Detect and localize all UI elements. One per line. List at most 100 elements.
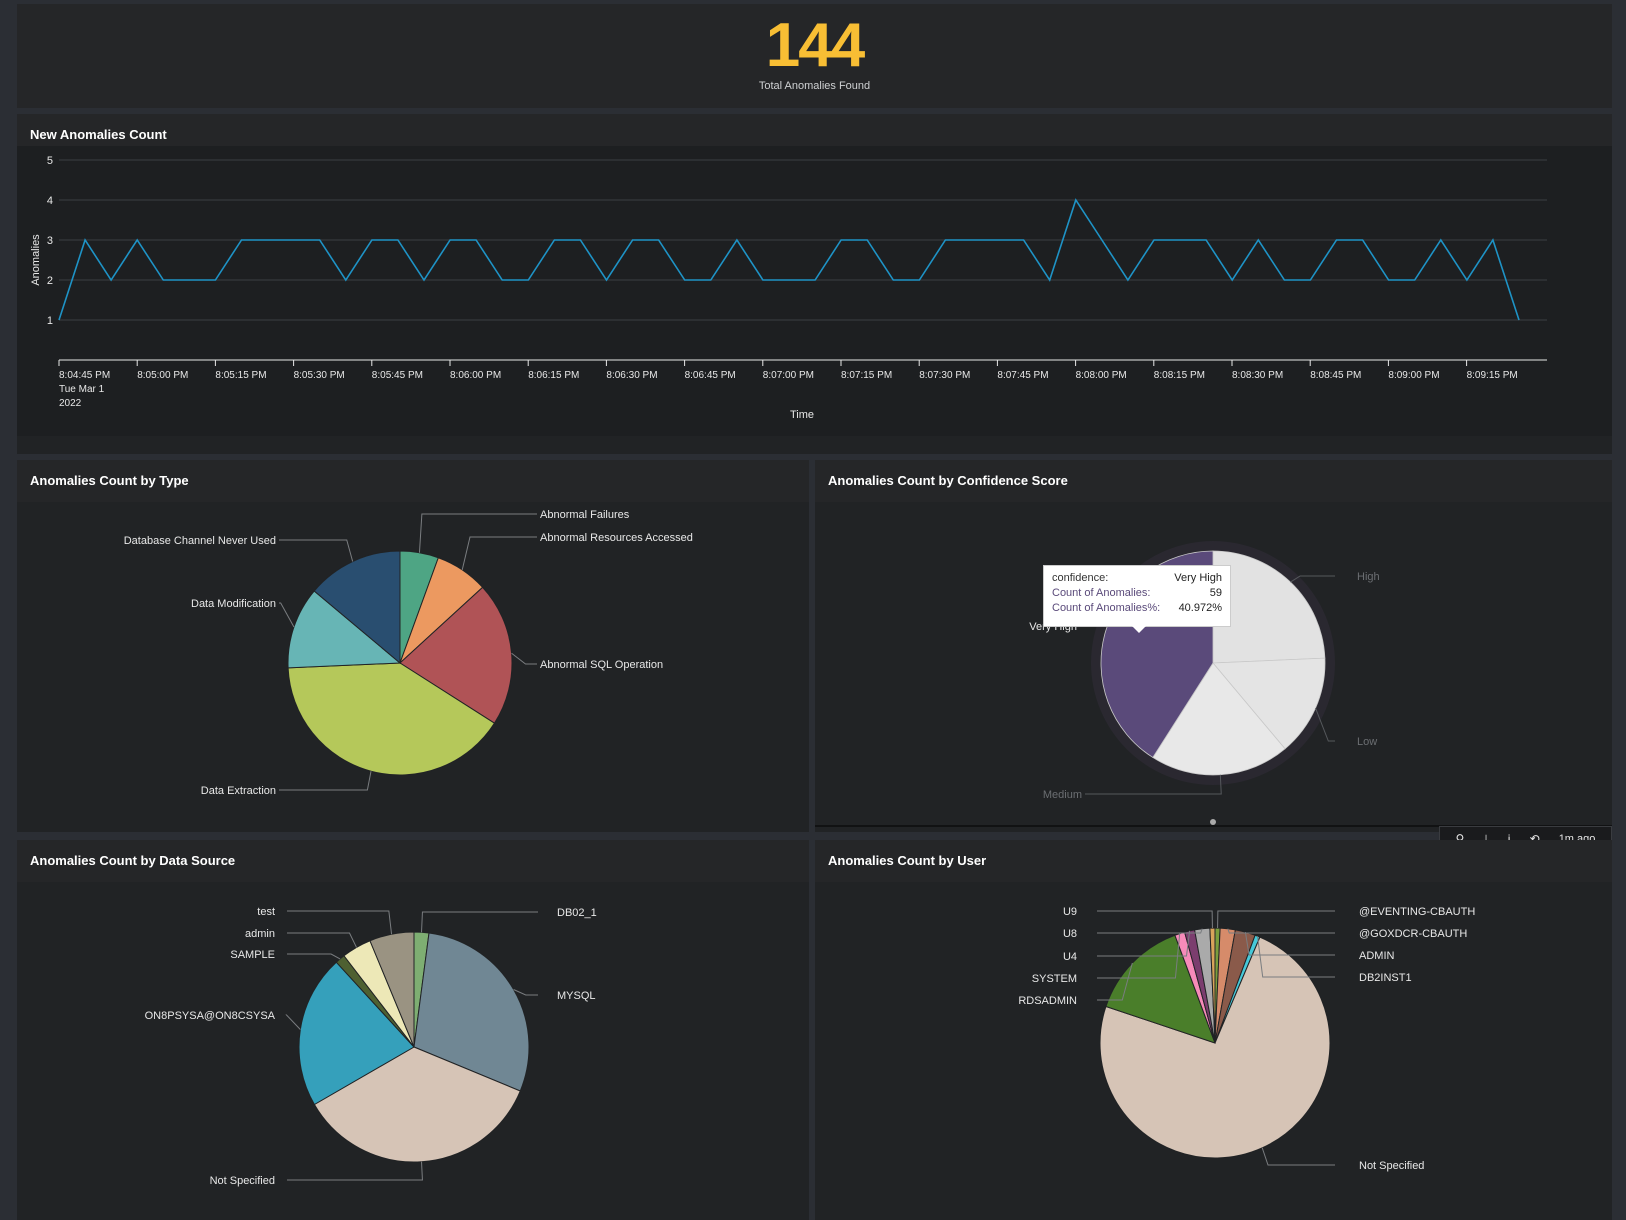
pie-label-admin: admin [245, 928, 275, 940]
pie-leader-goxdcr-cbauth [1227, 928, 1335, 934]
pie-slice-not-specified [313, 1046, 521, 1163]
x-tick-label-11: 8:07:30 PM [919, 370, 970, 381]
anomalies-by-data-source-title: Anomalies Count by Data Source [17, 840, 809, 882]
anomalies-by-confidence-pie: High Low Medium Very High [815, 541, 1612, 827]
pie-label-db02-1: DB02_1 [557, 907, 597, 919]
pie-label-abnormal-resources-accessed: Abnormal Resources Accessed [540, 532, 693, 544]
pie-slice-abnormal-sql-operation [399, 586, 513, 724]
pie-slice-high [1212, 550, 1326, 664]
pie-slice-medium [1152, 662, 1286, 776]
chart-tooltip: confidence: Very High Count of Anomalies:… [1043, 565, 1231, 633]
x-tick-date-1: 2022 [59, 398, 82, 409]
x-tick-label-6: 8:06:15 PM [528, 370, 579, 381]
pie-leader-test [287, 910, 393, 935]
x-tick-label-0: 8:04:45 PM [59, 370, 110, 381]
tooltip-value-confidence: Very High [1174, 572, 1222, 584]
pie-slice-database-channel-never-used [313, 550, 401, 665]
anomalies-by-confidence-panel: Anomalies Count by Confidence Score High… [815, 460, 1612, 852]
pie-label-admin: ADMIN [1359, 950, 1395, 962]
pie-leader-mysql [513, 989, 538, 996]
pie-label-eventing-cbauth: @EVENTING-CBAUTH [1359, 906, 1475, 918]
pie-label-abnormal-failures: Abnormal Failures [540, 509, 630, 521]
pie-label-not-specified: Not Specified [210, 1175, 275, 1187]
x-tick-label-12: 8:07:45 PM [997, 370, 1048, 381]
tooltip-key-confidence: confidence: [1052, 572, 1109, 584]
pie-leader-high [1290, 575, 1335, 583]
pie-label-rdsadmin: RDSADMIN [1018, 995, 1077, 1007]
x-tick-label-7: 8:06:30 PM [606, 370, 657, 381]
x-tick-label-18: 8:09:15 PM [1467, 370, 1518, 381]
pie-label-test: test [257, 906, 275, 918]
new-anomalies-line-chart: 1 2 3 4 5 Anomalies 8:04:45 PM 8:05:00 PM 8:05:1… [17, 146, 1612, 436]
x-tick-label-8: 8:06:45 PM [685, 370, 736, 381]
pie-leader-on8psysa-on8csysa [285, 1014, 301, 1030]
pie-leader-medium [1085, 774, 1222, 795]
anomalies-by-confidence-title: Anomalies Count by Confidence Score [815, 460, 1612, 502]
pie-leader-data-extraction [279, 771, 372, 791]
pie-leader-eventing-cbauth [1217, 910, 1335, 929]
x-tick-label-15: 8:08:30 PM [1232, 370, 1283, 381]
pie-leader-database-channel-never-used [279, 539, 354, 562]
tooltip-value-count: 59 [1209, 587, 1222, 599]
anomalies-by-type-pie: Abnormal Failures Abnormal Resources Acce… [124, 509, 693, 797]
plot-background [17, 146, 1612, 436]
x-tick-label-9: 8:07:00 PM [763, 370, 814, 381]
download-icon[interactable]: ⤓ [1483, 831, 1489, 846]
refresh-icon[interactable]: ⟲ [1529, 832, 1540, 846]
pie-label-on8psysa-on8csysa: ON8PSYSA@ON8CSYSA [145, 1010, 276, 1022]
y-tick-label-2: 2 [47, 275, 53, 287]
pie-slice-low [1212, 657, 1326, 750]
total-anomalies-panel: 144 Total Anomalies Found [17, 4, 1612, 108]
pie-leader-u4 [1097, 930, 1191, 957]
tooltip-value-percent: 40.972% [1178, 602, 1222, 614]
pie-leader-system [1097, 933, 1181, 979]
pie-leader-abnormal-resources-accessed [461, 536, 537, 570]
pie-label-u8: U8 [1063, 928, 1077, 940]
x-tick-label-17: 8:09:00 PM [1388, 370, 1439, 381]
anomalies-by-data-source-panel: Anomalies Count by Data Source DB02_1 MYS… [17, 840, 809, 1220]
pie-leader-u8 [1097, 928, 1203, 934]
info-icon[interactable]: i [1507, 832, 1511, 846]
x-tick-label-3: 8:05:30 PM [294, 370, 345, 381]
y-axis-label: Anomalies [30, 234, 42, 286]
pie-leader-rdsadmin [1097, 962, 1133, 1001]
x-tick-label-10: 8:07:15 PM [841, 370, 892, 381]
pie-slice-data-modification [287, 590, 402, 669]
pie-label-abnormal-sql-operation: Abnormal SQL Operation [540, 659, 663, 671]
pie-label-mysql: MYSQL [557, 990, 596, 1002]
pie-label-high: High [1357, 571, 1380, 583]
pie-leader-not-specified [1261, 1147, 1335, 1166]
pie-leader-db2inst1 [1257, 936, 1335, 978]
pie-label-sample: SAMPLE [230, 949, 275, 961]
pie-label-database-channel-never-used: Database Channel Never Used [124, 535, 276, 547]
x-tick-label-1: 8:05:00 PM [137, 370, 188, 381]
y-tick-label-1: 1 [47, 315, 53, 327]
x-tick-label-14: 8:08:15 PM [1154, 370, 1205, 381]
pie-leader-sample [287, 953, 341, 960]
pie-label-goxdcr-cbauth: @GOXDCR-CBAUTH [1359, 928, 1467, 940]
pie-leader-admin [287, 932, 357, 948]
pie-slice-mysql [413, 932, 530, 1092]
pie-label-u9: U9 [1063, 906, 1077, 918]
pie-label-data-extraction: Data Extraction [201, 785, 276, 797]
pie-label-u4: U4 [1063, 951, 1077, 963]
search-icon[interactable]: ⚲ [1455, 832, 1465, 846]
anomalies-by-type-title: Anomalies Count by Type [17, 460, 809, 502]
anomalies-by-data-source-pie: DB02_1 MYSQL Not Specified ON8PSYSA@ON8CSYS… [145, 906, 597, 1187]
pie-leader-db02-1 [421, 911, 538, 933]
x-axis-label: Time [790, 409, 814, 421]
pie-slice-data-extraction [287, 662, 496, 776]
pie-leader-abnormal-sql-operation [511, 652, 537, 665]
y-tick-label-5: 5 [47, 155, 53, 167]
y-tick-label-4: 4 [47, 195, 53, 207]
pie-leader-data-modification [279, 602, 295, 628]
pie-label-system: SYSTEM [1032, 973, 1077, 985]
x-tick-label-2: 8:05:15 PM [215, 370, 266, 381]
pie-slice-u9 [1209, 927, 1216, 1044]
tooltip-key-count: Count of Anomalies: [1052, 587, 1151, 599]
series-line [58, 198, 1520, 321]
pie-label-low: Low [1357, 736, 1377, 748]
x-tick-label-5: 8:06:00 PM [450, 370, 501, 381]
pie-leader-u9 [1097, 910, 1213, 929]
tooltip-key-percent: Count of Anomalies%: [1052, 602, 1161, 614]
